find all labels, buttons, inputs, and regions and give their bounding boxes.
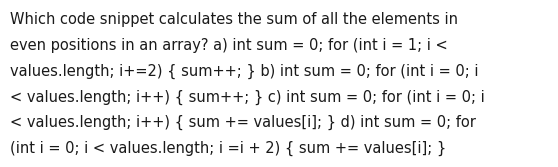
Text: (int i = 0; i < values.length; i =i + 2) { sum += values[i]; }: (int i = 0; i < values.length; i =i + 2)… (10, 141, 446, 156)
Text: values.length; i+=2) { sum++; } b) int sum = 0; for (int i = 0; i: values.length; i+=2) { sum++; } b) int s… (10, 63, 479, 79)
Text: < values.length; i++) { sum += values[i]; } d) int sum = 0; for: < values.length; i++) { sum += values[i]… (10, 115, 476, 130)
Text: Which code snippet calculates the sum of all the elements in: Which code snippet calculates the sum of… (10, 12, 458, 27)
Text: < values.length; i++) { sum++; } c) int sum = 0; for (int i = 0; i: < values.length; i++) { sum++; } c) int … (10, 89, 485, 105)
Text: even positions in an array? a) int sum = 0; for (int i = 1; i <: even positions in an array? a) int sum =… (10, 38, 448, 53)
